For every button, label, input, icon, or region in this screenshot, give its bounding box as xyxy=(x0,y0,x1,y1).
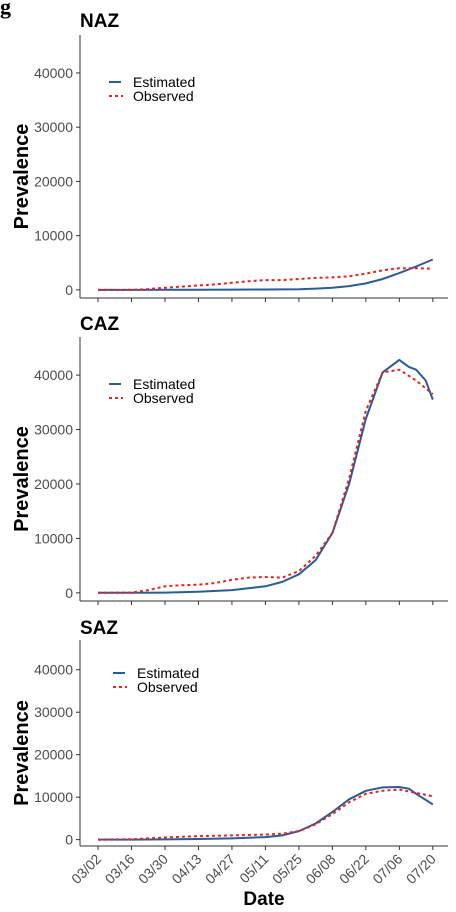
x-tick-label: 07/06 xyxy=(369,851,405,887)
x-tick-label: 03/02 xyxy=(68,851,104,887)
x-tick-label: 07/20 xyxy=(403,851,439,887)
x-axis-label: Date xyxy=(243,889,284,910)
y-tick-label: 0 xyxy=(65,282,73,298)
x-tick-label: 06/08 xyxy=(302,851,338,887)
y-axis-label: Prevalence xyxy=(11,124,33,230)
legend-label-observed: Observed xyxy=(133,390,194,406)
y-axis-label: Prevalence xyxy=(11,700,33,806)
x-tick-label: 03/16 xyxy=(102,851,138,887)
x-tick-label: 04/27 xyxy=(202,851,238,887)
panel-title: NAZ xyxy=(80,11,119,32)
legend-label-estimated: Estimated xyxy=(133,376,195,392)
x-tick-label: 05/25 xyxy=(269,851,305,887)
y-tick-label: 0 xyxy=(65,585,73,601)
observed-series-line xyxy=(97,267,433,291)
legend-label-observed: Observed xyxy=(133,88,194,104)
figure-label: g xyxy=(0,0,11,19)
y-tick-label: 0 xyxy=(65,832,73,848)
y-tick-label: 30000 xyxy=(34,422,73,438)
x-tick-label: 05/11 xyxy=(236,851,272,887)
panel-title: SAZ xyxy=(80,618,118,639)
y-tick-label: 10000 xyxy=(34,789,73,805)
y-tick-label: 20000 xyxy=(34,747,73,763)
y-tick-label: 10000 xyxy=(34,530,73,546)
y-tick-label: 20000 xyxy=(34,476,73,492)
y-tick-label: 30000 xyxy=(34,119,73,135)
panel-title: CAZ xyxy=(80,314,119,335)
observed-series-line xyxy=(97,788,433,841)
x-tick-label: 06/22 xyxy=(336,851,372,887)
legend-label-estimated: Estimated xyxy=(137,665,199,681)
estimated-series-line xyxy=(98,358,434,594)
y-tick-label: 40000 xyxy=(34,662,73,678)
y-tick-label: 40000 xyxy=(34,65,73,81)
y-tick-label: 30000 xyxy=(34,704,73,720)
observed-series-line xyxy=(97,368,434,594)
y-axis-label: Prevalence xyxy=(11,426,33,532)
y-tick-label: 40000 xyxy=(34,367,73,383)
x-tick-label: 03/30 xyxy=(135,851,171,887)
legend-label-observed: Observed xyxy=(137,679,198,695)
y-tick-label: 20000 xyxy=(34,173,73,189)
estimated-series-line xyxy=(98,786,434,841)
legend-label-estimated: Estimated xyxy=(133,74,195,90)
y-tick-label: 10000 xyxy=(34,228,73,244)
estimated-series-line xyxy=(98,258,434,291)
x-tick-label: 04/13 xyxy=(168,851,204,887)
